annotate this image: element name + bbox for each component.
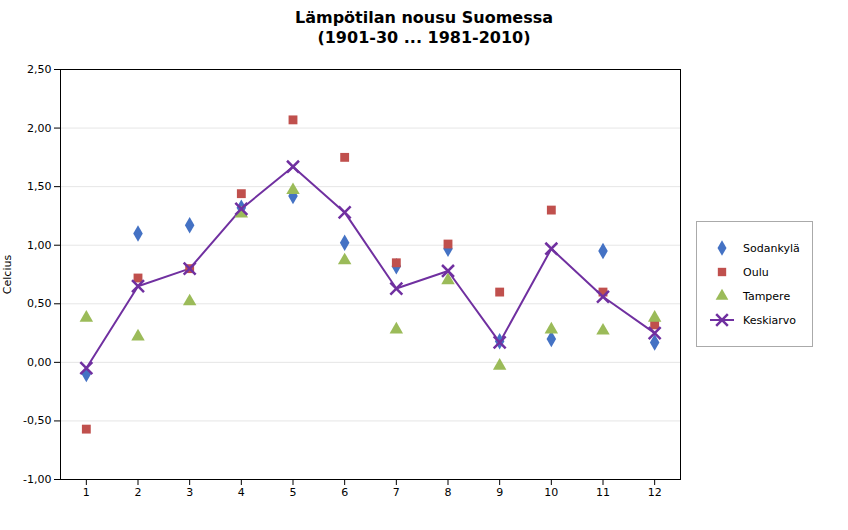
html-text:Oulu: Oulu [743,265,769,279]
svg-text:1,00: 1,00 [27,239,52,252]
html-text:Sodankylä: Sodankylä [743,241,800,255]
svg-text:12: 12 [648,486,662,499]
svg-text:3: 3 [186,486,193,499]
svg-text:8: 8 [445,486,452,499]
svg-text:0,00: 0,00 [27,356,52,369]
svg-text:1,50: 1,50 [27,180,52,193]
svg-text:4: 4 [238,486,245,499]
html-text:Tampere: Tampere [743,289,791,303]
svg-text:0,50: 0,50 [27,297,52,310]
svg-text:2: 2 [135,486,142,499]
svg-text:-1,00: -1,00 [23,473,51,486]
svg-text:7: 7 [393,486,400,499]
html-text:Lämpötilan nousu Suomessa (190: Lämpötilan nousu Suomessa (1901-30 ... 1… [295,8,553,47]
svg-text:6: 6 [341,486,348,499]
svg-text:Celcius: Celcius [1,255,14,295]
svg-text:2,50: 2,50 [27,63,52,76]
svg-text:1: 1 [83,486,90,499]
html-text:Keskiarvo: Keskiarvo [743,313,797,327]
svg-text:9: 9 [496,486,503,499]
svg-text:11: 11 [596,486,610,499]
svg-text:5: 5 [290,486,297,499]
svg-text:-0,50: -0,50 [23,414,51,427]
svg-text:10: 10 [544,486,558,499]
svg-text:2,00: 2,00 [27,122,52,135]
